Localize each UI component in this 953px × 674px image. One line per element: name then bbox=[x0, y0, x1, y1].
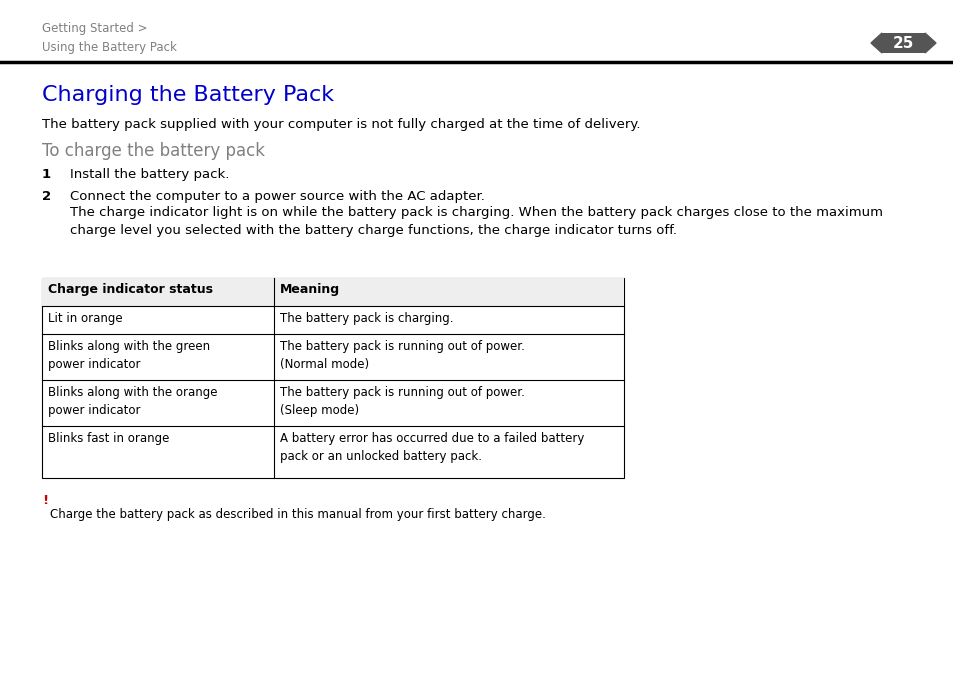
Text: The battery pack is running out of power.
(Normal mode): The battery pack is running out of power… bbox=[280, 340, 524, 371]
Polygon shape bbox=[924, 33, 935, 53]
Text: Lit in orange: Lit in orange bbox=[48, 312, 123, 325]
Bar bbox=[882, 33, 924, 53]
Text: Install the battery pack.: Install the battery pack. bbox=[70, 168, 229, 181]
Text: 2: 2 bbox=[42, 190, 51, 203]
Text: Charging the Battery Pack: Charging the Battery Pack bbox=[42, 85, 334, 105]
Text: Getting Started >
Using the Battery Pack: Getting Started > Using the Battery Pack bbox=[42, 22, 176, 54]
Text: A battery error has occurred due to a failed battery
pack or an unlocked battery: A battery error has occurred due to a fa… bbox=[280, 432, 584, 463]
Polygon shape bbox=[870, 33, 882, 53]
Text: 1: 1 bbox=[42, 168, 51, 181]
Text: The battery pack is charging.: The battery pack is charging. bbox=[280, 312, 453, 325]
Text: The battery pack supplied with your computer is not fully charged at the time of: The battery pack supplied with your comp… bbox=[42, 118, 639, 131]
Text: Blinks fast in orange: Blinks fast in orange bbox=[48, 432, 170, 445]
Text: Charge the battery pack as described in this manual from your first battery char: Charge the battery pack as described in … bbox=[50, 508, 545, 521]
Text: Blinks along with the green
power indicator: Blinks along with the green power indica… bbox=[48, 340, 210, 371]
Text: !: ! bbox=[42, 494, 48, 507]
Text: The battery pack is running out of power.
(Sleep mode): The battery pack is running out of power… bbox=[280, 386, 524, 417]
Text: 25: 25 bbox=[892, 36, 913, 51]
Text: Charge indicator status: Charge indicator status bbox=[48, 283, 213, 296]
Text: To charge the battery pack: To charge the battery pack bbox=[42, 142, 265, 160]
Bar bbox=[42, 278, 623, 306]
Text: The charge indicator light is on while the battery pack is charging. When the ba: The charge indicator light is on while t… bbox=[70, 206, 882, 237]
Text: Connect the computer to a power source with the AC adapter.: Connect the computer to a power source w… bbox=[70, 190, 484, 203]
Text: Meaning: Meaning bbox=[280, 283, 340, 296]
Text: Blinks along with the orange
power indicator: Blinks along with the orange power indic… bbox=[48, 386, 217, 417]
Bar bbox=[42, 278, 623, 478]
